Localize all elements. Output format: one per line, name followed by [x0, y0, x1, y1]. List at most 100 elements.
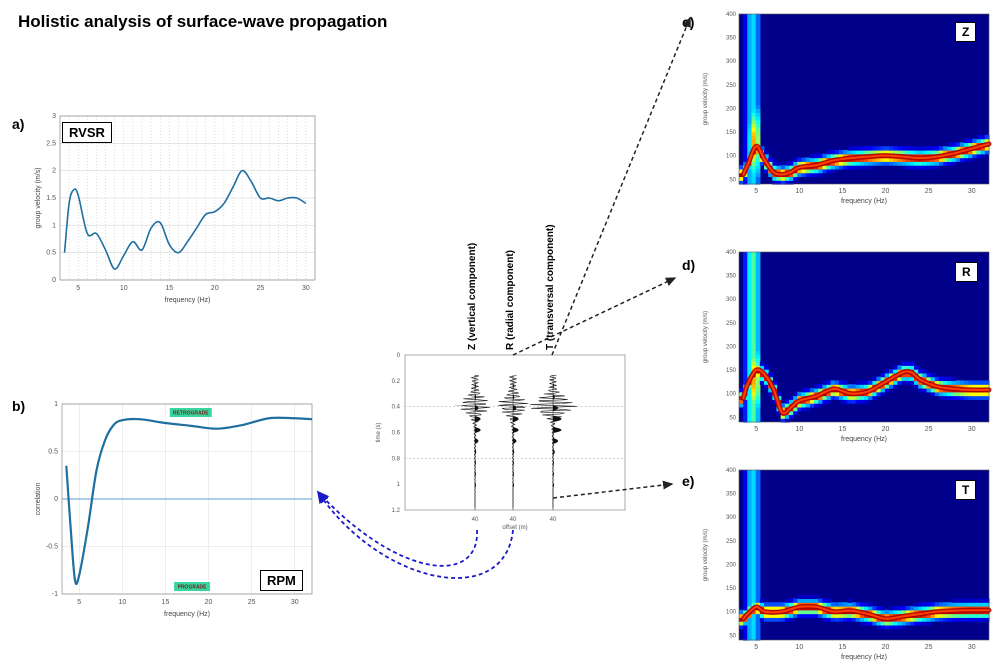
time-tick-label: 1.2 [392, 508, 401, 514]
heatmap-cell [747, 354, 753, 359]
heatmap-cell [901, 621, 907, 626]
heatmap-cell [751, 59, 757, 64]
heatmap-cell [739, 391, 744, 397]
heatmap-cell [747, 252, 753, 257]
heatmap-cell [743, 522, 748, 528]
heatmap-cell [751, 342, 757, 348]
waveform-lobe [513, 405, 517, 411]
heatmap-cell [843, 395, 848, 400]
heatmap-cell [809, 403, 815, 408]
heatmap-cell [755, 594, 761, 600]
heatmap-cell [751, 553, 757, 558]
heatmap-cell [743, 36, 748, 42]
heatmap-cell [889, 624, 894, 630]
heatmap-cell [797, 598, 803, 603]
heatmap-cell [780, 165, 786, 170]
heatmap-cell [947, 157, 953, 162]
heatmap-cell [964, 395, 969, 400]
heatmap-cell [968, 142, 973, 147]
heatmap-cell [801, 391, 807, 397]
heatmap-cell [755, 556, 761, 562]
heatmap-cell [764, 150, 769, 155]
heatmap-cell [743, 127, 748, 132]
heatmap-cell [747, 93, 753, 98]
heatmap-cell [843, 161, 848, 166]
time-tick-label: 0.8 [392, 456, 401, 462]
heatmap-cell [797, 157, 803, 162]
heatmap-cell [751, 165, 757, 170]
heatmap-cell [755, 29, 761, 34]
heatmap-cell [893, 624, 898, 630]
heatmap-cell [943, 146, 948, 151]
heatmap-cell [814, 172, 819, 178]
heatmap-cell [976, 617, 982, 622]
heatmap-cell [776, 161, 782, 166]
heatmap-cell [755, 609, 761, 615]
y-tick-label: 1 [52, 222, 56, 229]
heatmap-cell [876, 609, 882, 615]
heatmap-cell [809, 399, 815, 404]
heatmap-cell [755, 274, 761, 280]
heatmap-cell [951, 602, 957, 607]
heatmap-cell [747, 617, 753, 622]
z-dispersion-map: 50 100 150 200 250 300 350 400 5 10 15 20 25 30 freque… [703, 12, 992, 205]
heatmap-cell [751, 534, 757, 539]
heatmap-cell [976, 138, 982, 144]
heatmap-cell [976, 153, 982, 159]
heatmap-cell [922, 602, 928, 607]
heatmap-cell [934, 146, 940, 151]
heatmap-cell [901, 365, 907, 370]
heatmap-cell [751, 157, 757, 162]
heatmap-cell [847, 598, 853, 603]
x-tick-label: 15 [165, 285, 173, 292]
heatmap-cell [822, 165, 828, 170]
heatmap-cell [864, 161, 869, 166]
y-tick-label: 100 [726, 392, 737, 398]
heatmap-cell [743, 331, 748, 336]
heatmap-cell [880, 391, 886, 397]
heatmap-cell [751, 119, 757, 125]
heatmap-cell [747, 112, 753, 117]
heatmap-cell [743, 342, 748, 348]
heatmap-cell [759, 146, 765, 151]
heatmap-cell [972, 613, 978, 618]
heatmap-cell [914, 621, 919, 626]
heatmap-cell [747, 100, 753, 106]
heatmap-cell [768, 161, 773, 166]
heatmap-cell [755, 530, 761, 535]
heatmap-cell [822, 613, 828, 618]
y-tick-label: 1.5 [46, 195, 56, 202]
heatmap-cell [743, 406, 748, 412]
heatmap-cell [747, 583, 753, 588]
heatmap-cell [751, 365, 757, 370]
x-tick-label: 20 [882, 644, 890, 651]
heatmap-cell [851, 165, 857, 170]
heatmap-cell [751, 594, 757, 600]
heatmap-cell [914, 609, 919, 615]
heatmap-cell [743, 488, 748, 494]
heatmap-cell [759, 602, 765, 607]
x-tick-label: 30 [968, 644, 976, 651]
heatmap-cell [751, 530, 757, 535]
heatmap-cell [780, 414, 786, 419]
heatmap-cell [759, 376, 765, 382]
heatmap-cell [864, 165, 869, 170]
heatmap-cell [868, 380, 873, 385]
heatmap-cell [809, 613, 815, 618]
heatmap-cell [755, 579, 761, 584]
heatmap-cell [814, 168, 819, 174]
heatmap-cell [789, 609, 794, 615]
heatmap-cell [893, 609, 898, 615]
heatmap-cell [864, 380, 869, 385]
x-tick-label: 20 [211, 285, 219, 292]
heatmap-cell [884, 369, 890, 374]
heatmap-cell [743, 346, 748, 351]
heatmap-cell [901, 372, 907, 378]
heatmap-cell [947, 146, 953, 151]
heatmap-cell [743, 89, 748, 94]
heatmap-cell [893, 161, 898, 166]
heatmap-cell [743, 496, 748, 501]
heatmap-cell [780, 180, 786, 185]
heatmap-cell [843, 153, 848, 159]
heatmap-cell [755, 522, 761, 528]
